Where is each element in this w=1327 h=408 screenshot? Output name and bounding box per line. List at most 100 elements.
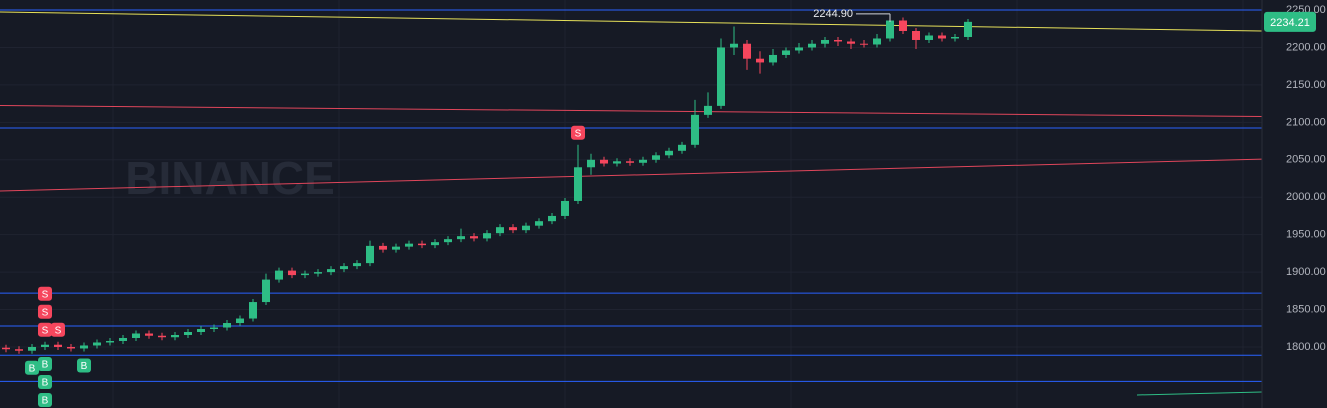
y-tick-label: 2000.00: [1286, 191, 1326, 203]
candle-body: [80, 345, 88, 349]
signal-label: S: [42, 325, 49, 336]
y-tick-label: 1850.00: [1286, 303, 1326, 315]
candle-body: [899, 20, 907, 31]
signal-label: S: [42, 307, 49, 318]
y-tick-label: 1800.00: [1286, 341, 1326, 353]
candle-body: [41, 344, 49, 347]
candle-body: [145, 333, 153, 336]
candle-body: [54, 344, 62, 347]
candle-body: [197, 329, 205, 333]
candle-body: [262, 279, 270, 303]
candle-body: [665, 150, 673, 156]
candle-body: [301, 273, 309, 276]
candle-body: [756, 58, 764, 63]
signal-label: B: [29, 363, 36, 374]
trend-line: [1136, 391, 1263, 396]
candle-body: [782, 50, 790, 55]
candle-body: [327, 269, 335, 273]
signal-badge: [51, 322, 65, 337]
candle-body: [2, 347, 10, 350]
y-tick-label: 1950.00: [1286, 229, 1326, 241]
signal-label: B: [42, 360, 49, 371]
candle-body: [431, 242, 439, 246]
candle-body: [587, 159, 595, 168]
signal-badge: [571, 125, 585, 140]
candle-body: [938, 35, 946, 39]
trend-line: [0, 158, 1263, 192]
trend-line: [0, 11, 1263, 32]
signal-label: B: [81, 361, 88, 372]
candle-body: [249, 302, 257, 319]
candle-body: [457, 236, 465, 240]
y-tick-label: 2150.00: [1286, 79, 1326, 91]
candle-body: [132, 333, 140, 338]
candle-body: [678, 144, 686, 151]
candle-body: [730, 43, 738, 48]
signal-badge: [38, 392, 52, 407]
candle-body: [210, 327, 218, 330]
candle-body: [912, 30, 920, 40]
candle-body: [379, 245, 387, 250]
candle-body: [470, 236, 478, 239]
y-tick-label: 2200.00: [1286, 41, 1326, 53]
candle-body: [236, 318, 244, 324]
y-tick-label: 2050.00: [1286, 154, 1326, 166]
candle-body: [574, 167, 582, 201]
candle-body: [106, 340, 114, 343]
candle-body: [15, 349, 23, 351]
candle-body: [496, 227, 504, 234]
candle-body: [561, 200, 569, 216]
candle-body: [548, 215, 556, 222]
last-price-label: 2234.21: [1270, 17, 1310, 29]
candle-body: [652, 155, 660, 160]
candle-body: [834, 39, 842, 42]
signal-badge: [25, 360, 39, 375]
candle-body: [769, 54, 777, 63]
candle-body: [808, 43, 816, 48]
candle-body: [483, 233, 491, 239]
signal-badge: [38, 322, 52, 337]
candle-body: [613, 161, 621, 164]
candle-body: [509, 227, 517, 231]
candle-body: [964, 21, 972, 37]
candle-body: [743, 43, 751, 59]
signal-label: S: [55, 325, 62, 336]
candle-body: [67, 346, 75, 349]
signal-label: B: [42, 396, 49, 407]
candle-body: [418, 243, 426, 246]
candle-body: [223, 323, 231, 328]
candle-body: [93, 342, 101, 346]
candle-body: [821, 39, 829, 44]
signal-badge: [38, 374, 52, 389]
candle-body: [405, 243, 413, 247]
candle-body: [119, 337, 127, 341]
y-tick-label: 1900.00: [1286, 266, 1326, 278]
candle-body: [860, 43, 868, 45]
last-price-tag: [1264, 11, 1316, 32]
candle-body: [392, 246, 400, 250]
signal-label: B: [42, 378, 49, 389]
candle-body: [600, 159, 608, 164]
candle-body: [691, 114, 699, 145]
candle-body: [314, 272, 322, 274]
signal-label: S: [575, 128, 582, 139]
candle-body: [288, 270, 296, 276]
candle-body: [717, 47, 725, 106]
signal-label: S: [42, 289, 49, 300]
candle-body: [366, 245, 374, 264]
candle-body: [184, 332, 192, 335]
candle-body: [873, 38, 881, 45]
candle-body: [626, 161, 634, 163]
candle-body: [522, 225, 530, 231]
candle-body: [704, 105, 712, 115]
signal-badge: [77, 358, 91, 373]
signal-badge: [38, 286, 52, 301]
trend-line: [0, 105, 1263, 118]
watermark: BINANCE: [125, 152, 335, 204]
candle-body: [886, 20, 894, 39]
candle-body: [340, 266, 348, 270]
candle-body: [353, 263, 361, 267]
annotation-label: 2244.90: [813, 8, 853, 20]
signal-badge: [38, 304, 52, 319]
